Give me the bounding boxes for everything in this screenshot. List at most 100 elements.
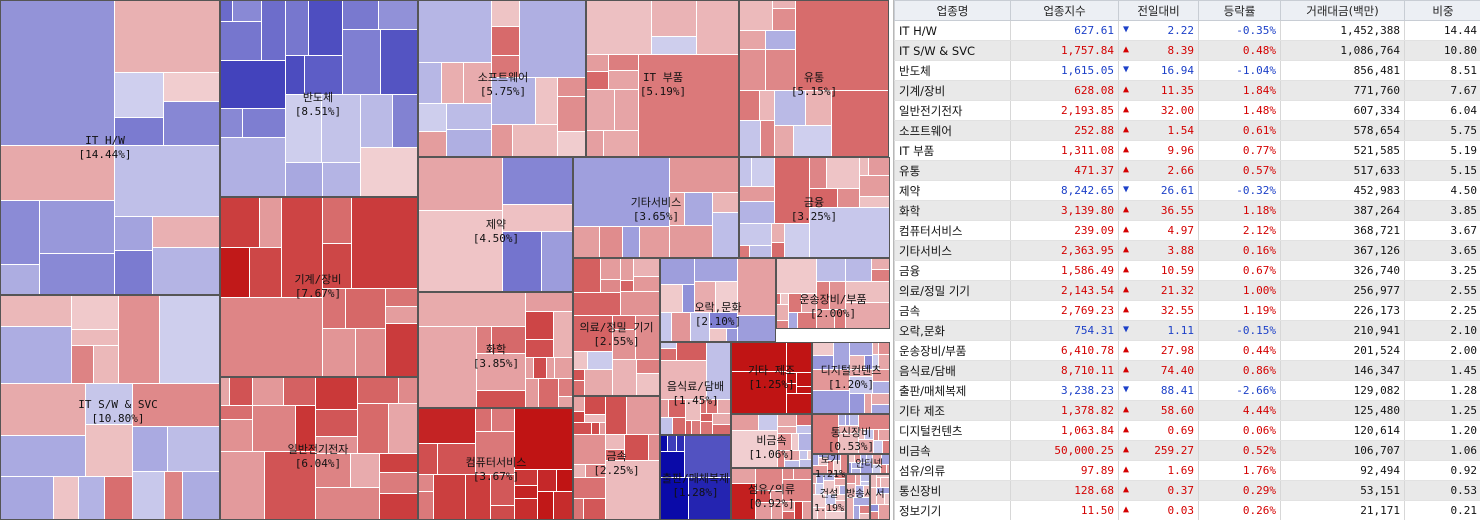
stock-cell[interactable]	[160, 295, 220, 384]
col-header-rate[interactable]: 등락률	[1198, 0, 1281, 21]
sector-block[interactable]	[573, 258, 660, 396]
stock-cell[interactable]	[870, 474, 877, 488]
stock-cell[interactable]	[812, 474, 817, 484]
stock-cell[interactable]	[816, 484, 824, 495]
stock-cell[interactable]	[701, 400, 707, 414]
stock-cell[interactable]	[418, 444, 438, 475]
stock-cell[interactable]	[606, 450, 625, 461]
stock-cell[interactable]	[72, 346, 94, 384]
stock-cell[interactable]	[0, 0, 115, 146]
stock-cell[interactable]	[447, 104, 492, 130]
stock-cell[interactable]	[731, 414, 759, 431]
stock-cell[interactable]	[72, 295, 119, 330]
stock-cell[interactable]	[613, 316, 636, 330]
stock-cell[interactable]	[253, 377, 284, 406]
stock-cell[interactable]	[877, 494, 885, 505]
stock-cell[interactable]	[573, 412, 585, 423]
stock-cell[interactable]	[323, 289, 346, 329]
stock-cell[interactable]	[850, 356, 865, 370]
stock-cell[interactable]	[839, 426, 859, 434]
stock-cell[interactable]	[785, 451, 800, 461]
stock-cell[interactable]	[839, 414, 846, 426]
table-row[interactable]: 일반전기전자 2,193.85 ▲ 32.00 1.48% 607,334 6.04	[894, 100, 1480, 121]
stock-cell[interactable]	[343, 30, 381, 95]
stock-cell[interactable]	[873, 355, 879, 370]
table-row[interactable]: 출판/매체복제 3,238.23 ▼ 88.41 -2.66% 129,082 1.28	[894, 380, 1480, 401]
stock-cell[interactable]	[776, 305, 789, 321]
table-row[interactable]: 소프트웨어 252.88 ▲ 1.54 0.61% 578,654 5.75	[894, 120, 1480, 141]
stock-cell[interactable]	[848, 454, 855, 463]
stock-cell[interactable]	[760, 91, 775, 121]
stock-cell[interactable]	[601, 258, 621, 280]
stock-cell[interactable]	[660, 285, 683, 313]
stock-cell[interactable]	[220, 61, 286, 109]
stock-cell[interactable]	[834, 342, 850, 370]
table-row[interactable]: 기계/장비 628.08 ▲ 11.35 1.84% 771,760 7.67	[894, 80, 1480, 101]
stock-cell[interactable]	[86, 425, 133, 477]
sector-block[interactable]	[739, 157, 890, 258]
sector-block[interactable]	[812, 454, 848, 474]
table-row[interactable]: 비금속 50,000.25 ▲ 259.27 0.52% 106,707 1.06	[894, 440, 1480, 461]
stock-cell[interactable]	[766, 50, 796, 91]
stock-cell[interactable]	[852, 463, 861, 469]
table-row[interactable]: 기타 제조 1,378.82 ▲ 58.60 4.44% 125,480 1.25	[894, 400, 1480, 421]
stock-cell[interactable]	[322, 95, 361, 163]
stock-cell[interactable]	[738, 258, 776, 316]
stock-cell[interactable]	[515, 470, 538, 486]
stock-cell[interactable]	[573, 352, 588, 370]
stock-cell[interactable]	[669, 400, 686, 418]
stock-cell[interactable]	[316, 437, 358, 454]
stock-cell[interactable]	[613, 360, 637, 396]
stock-cell[interactable]	[870, 505, 879, 512]
stock-cell[interactable]	[604, 131, 639, 157]
stock-cell[interactable]	[846, 484, 856, 498]
stock-cell[interactable]	[220, 377, 230, 406]
stock-cell[interactable]	[771, 491, 783, 503]
sector-block[interactable]	[660, 342, 731, 435]
stock-cell[interactable]	[418, 211, 503, 292]
stock-cell[interactable]	[778, 414, 797, 427]
stock-cell[interactable]	[305, 56, 343, 95]
stock-cell[interactable]	[586, 0, 652, 55]
stock-cell[interactable]	[536, 78, 558, 125]
stock-cell[interactable]	[796, 0, 889, 91]
stock-cell[interactable]	[466, 475, 491, 520]
stock-cell[interactable]	[613, 330, 636, 360]
stock-cell[interactable]	[695, 258, 738, 282]
stock-cell[interactable]	[220, 406, 253, 420]
stock-cell[interactable]	[621, 258, 634, 281]
stock-cell[interactable]	[586, 90, 615, 131]
stock-cell[interactable]	[707, 400, 718, 414]
stock-cell[interactable]	[393, 95, 418, 148]
stock-cell[interactable]	[573, 157, 670, 227]
stock-cell[interactable]	[573, 396, 585, 412]
stock-cell[interactable]	[670, 193, 685, 226]
stock-cell[interactable]	[220, 452, 265, 520]
stock-cell[interactable]	[447, 130, 492, 157]
stock-cell[interactable]	[220, 248, 250, 298]
stock-cell[interactable]	[94, 346, 119, 384]
stock-cell[interactable]	[115, 146, 220, 217]
stock-cell[interactable]	[802, 294, 817, 313]
table-row[interactable]: 컴퓨터서비스 239.09 ▲ 4.97 2.12% 368,721 3.67	[894, 220, 1480, 241]
table-row[interactable]: IT S/W & SVC 1,757.84 ▲ 8.39 0.48% 1,086,764 1…	[894, 40, 1480, 61]
stock-cell[interactable]	[492, 0, 520, 27]
stock-cell[interactable]	[824, 474, 835, 481]
stock-cell[interactable]	[418, 475, 434, 492]
stock-cell[interactable]	[772, 224, 785, 243]
stock-cell[interactable]	[701, 414, 713, 422]
stock-cell[interactable]	[260, 197, 282, 248]
stock-cell[interactable]	[309, 0, 343, 56]
stock-cell[interactable]	[0, 295, 72, 327]
stock-cell[interactable]	[685, 193, 713, 226]
sector-block[interactable]	[812, 414, 890, 454]
stock-cell[interactable]	[476, 408, 492, 432]
col-header-index[interactable]: 업종지수	[1010, 0, 1119, 21]
stock-cell[interactable]	[592, 423, 600, 435]
stock-cell[interactable]	[153, 217, 220, 248]
stock-cell[interactable]	[586, 465, 606, 478]
stock-cell[interactable]	[115, 251, 153, 295]
stock-cell[interactable]	[358, 404, 389, 454]
stock-cell[interactable]	[606, 396, 627, 435]
stock-cell[interactable]	[812, 370, 850, 391]
